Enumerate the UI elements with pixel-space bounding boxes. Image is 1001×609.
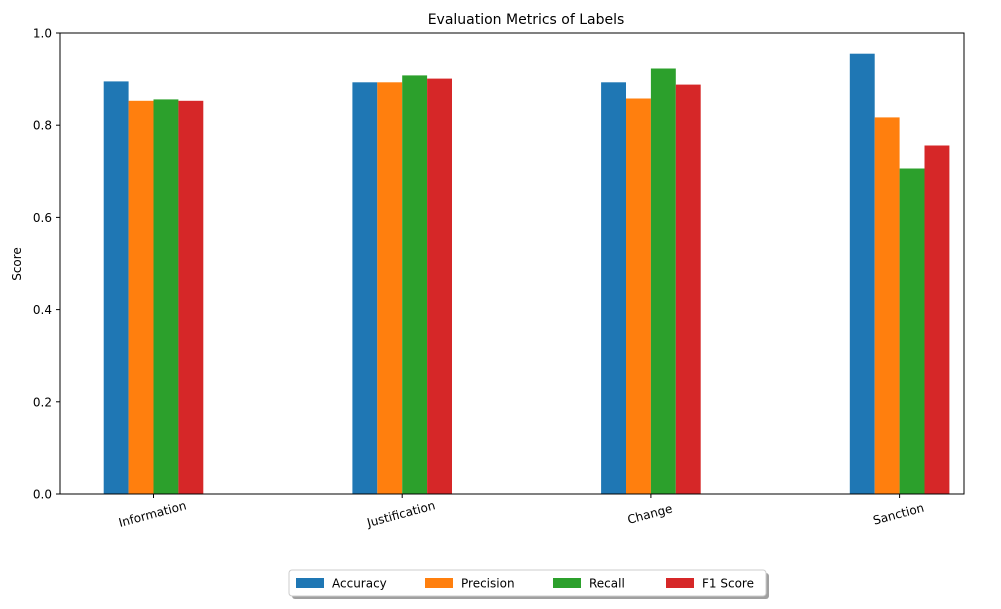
bar-precision-information	[128, 100, 154, 495]
bars-layer	[103, 53, 950, 495]
y-tick-label: 0.0	[33, 488, 52, 502]
bar-recall-information	[153, 99, 179, 495]
legend-box	[288, 569, 767, 597]
bar-precision-change	[626, 98, 651, 494]
y-tick-label: 0.8	[33, 119, 52, 133]
bar-recall-justification	[402, 75, 428, 495]
plot-frame	[59, 32, 965, 495]
bar-f1-score-change	[675, 84, 701, 494]
x-tick-label-sanction: Sanction	[872, 501, 926, 528]
y-tick-label: 0.2	[33, 395, 52, 409]
bar-f1-score-sanction	[924, 145, 950, 494]
bar-f1-score-information	[178, 100, 204, 495]
bar-recall-change	[650, 68, 676, 494]
bar-accuracy-justification	[352, 82, 378, 495]
bar-accuracy-change	[601, 82, 626, 495]
bar-precision-justification	[377, 82, 403, 495]
legend-swatch-accuracy	[296, 578, 324, 588]
legend-swatch-f1-score	[666, 578, 694, 588]
bar-f1-score-justification	[427, 78, 452, 494]
y-tick-label: 0.4	[33, 303, 52, 317]
y-axis: 0.0 0.2 0.4 0.6 0.8 1.0	[33, 27, 60, 502]
x-axis: Information Justification Change Sanction	[117, 494, 926, 530]
y-tick-label: 0.6	[33, 211, 52, 225]
y-axis-label: Score	[10, 247, 24, 281]
bar-precision-sanction	[874, 117, 900, 495]
legend-label-accuracy: Accuracy	[332, 577, 387, 591]
legend-swatch-precision	[425, 578, 453, 588]
y-tick-label: 1.0	[33, 27, 52, 41]
x-tick-label-information: Information	[117, 498, 188, 530]
chart-title: Evaluation Metrics of Labels	[428, 12, 625, 28]
x-tick-label-change: Change	[626, 501, 674, 526]
legend-label-f1-score: F1 Score	[702, 577, 754, 591]
legend-label-precision: Precision	[461, 577, 515, 591]
x-tick-label-justification: Justification	[365, 498, 437, 530]
bar-accuracy-information	[103, 81, 129, 495]
legend-label-recall: Recall	[589, 577, 625, 591]
legend: Accuracy Precision Recall F1 Score	[288, 569, 769, 599]
bar-recall-sanction	[899, 168, 925, 494]
bar-accuracy-sanction	[849, 53, 875, 494]
legend-swatch-recall	[553, 578, 581, 588]
